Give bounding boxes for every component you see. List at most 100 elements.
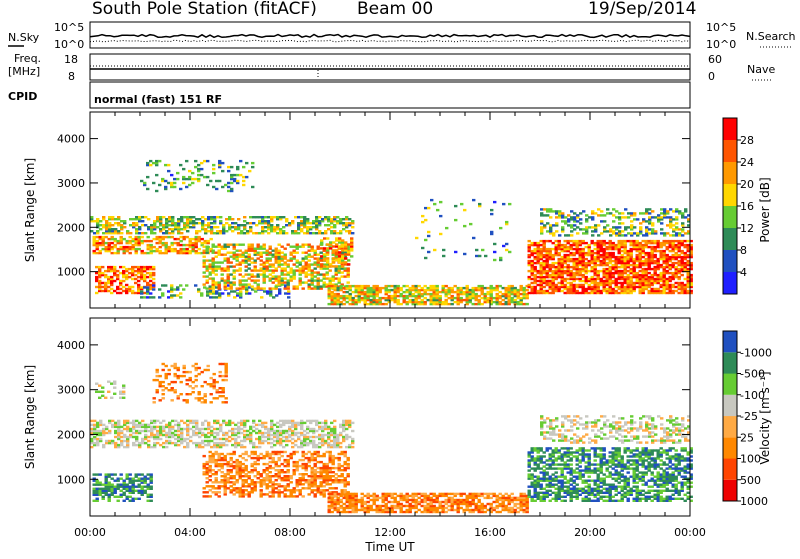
p-cell-r7 <box>630 264 633 266</box>
y-tick-label: 3000 <box>57 177 85 190</box>
v-cell-r2 <box>257 481 260 483</box>
p-cell-r7 <box>606 288 609 290</box>
p-cell-r4 <box>245 269 248 271</box>
v-cell-r2 <box>227 461 230 463</box>
v-cell-r2 <box>275 451 278 453</box>
p-cell-r5 <box>451 295 454 297</box>
p-cell-r5 <box>343 303 346 305</box>
v-cell-r0 <box>225 432 228 434</box>
p-cell-r7 <box>597 282 600 284</box>
p-cell-r10 <box>478 203 481 205</box>
v-cell-r0 <box>327 428 330 430</box>
p-cell-r8 <box>555 216 558 218</box>
p-cell-r5 <box>376 299 379 301</box>
v-cell-r0 <box>330 444 333 446</box>
p-cell-r6 <box>332 261 335 263</box>
p-cell-r0 <box>189 226 192 228</box>
p-cell-r2 <box>137 284 140 286</box>
p-cell-r8 <box>624 216 627 218</box>
p-cell-r2 <box>131 266 134 268</box>
p-cell-r0 <box>171 216 174 218</box>
p-cell-r0 <box>309 232 312 234</box>
p-cell-r2 <box>104 270 107 272</box>
v-cell-r0 <box>258 442 261 444</box>
p-cell-r7 <box>546 290 549 292</box>
p-cell-r7 <box>642 268 645 270</box>
v-cell-r2 <box>206 477 209 479</box>
v-cell-r0 <box>327 426 330 428</box>
p-cell-r1 <box>168 236 171 238</box>
p-cell-r3 <box>233 296 236 298</box>
p-cell-r0 <box>201 216 204 218</box>
p-cell-r7 <box>576 284 579 286</box>
p-cell-r4 <box>269 273 272 275</box>
p-cell-r6 <box>332 245 335 247</box>
v-cell-r2 <box>221 453 224 455</box>
v-cell-r2 <box>230 453 233 455</box>
p-cell-r4 <box>311 269 314 271</box>
v-cell-r0 <box>246 420 249 422</box>
v-cell-r0 <box>240 440 243 442</box>
v-cell-r2 <box>221 463 224 465</box>
p-cell-r4 <box>278 275 281 277</box>
p-cell-r7 <box>561 290 564 292</box>
p-cell-r1 <box>186 236 189 238</box>
p-cell-r2 <box>149 266 152 268</box>
v-cell-r2 <box>215 487 218 489</box>
p-cell-r9 <box>251 162 254 164</box>
p-cell-r0 <box>138 216 141 218</box>
v-cell-r0 <box>120 430 123 432</box>
p-cell-r6 <box>323 247 326 249</box>
p-cell-r3 <box>197 288 200 290</box>
p-cell-r2 <box>122 270 125 272</box>
p-cell-r7 <box>555 284 558 286</box>
p-cell-r5 <box>337 287 340 289</box>
v-cell-r0 <box>261 440 264 442</box>
v-cell-r2 <box>209 485 212 487</box>
p-cell-r7 <box>630 268 633 270</box>
p-cell-r9 <box>173 178 176 180</box>
v-cell-r2 <box>227 469 230 471</box>
p-cell-r0 <box>168 232 171 234</box>
p-cell-r0 <box>300 216 303 218</box>
v-cell-r0 <box>309 442 312 444</box>
p-cell-r7 <box>594 256 597 258</box>
p-cell-r4 <box>251 244 254 246</box>
p-cell-r7 <box>549 292 552 294</box>
p-cell-r9 <box>212 168 215 170</box>
p-cell-r9 <box>140 180 143 182</box>
p-cell-r0 <box>213 226 216 228</box>
p-cell-r4 <box>269 277 272 279</box>
v-cell-r0 <box>345 434 348 436</box>
p-cell-r1 <box>132 244 135 246</box>
p-cell-r8 <box>624 226 627 228</box>
p-cell-r1 <box>159 236 162 238</box>
p-cell-r8 <box>618 222 621 224</box>
p-cell-r8 <box>615 232 618 234</box>
p-cell-r4 <box>299 246 302 248</box>
v-cell-r0 <box>279 438 282 440</box>
p-cell-r0 <box>123 226 126 228</box>
v-cell-r0 <box>165 442 168 444</box>
p-cell-r2 <box>149 284 152 286</box>
v-cell-r1 <box>150 486 153 488</box>
p-cell-r7 <box>684 240 687 242</box>
p-cell-r2 <box>104 282 107 284</box>
v-cell-r1 <box>111 484 114 486</box>
p-cell-r7 <box>588 270 591 272</box>
p-cell-r7 <box>675 290 678 292</box>
p-cell-r6 <box>335 249 338 251</box>
v-cell-r1 <box>117 496 120 498</box>
cpid-value: normal (fast) 151 RF <box>94 93 222 106</box>
v-cell-r0 <box>186 420 189 422</box>
p-cell-r7 <box>621 270 624 272</box>
p-cell-r8 <box>618 212 621 214</box>
p-cell-r0 <box>342 218 345 220</box>
v-cell-r1 <box>102 496 105 498</box>
p-cell-r0 <box>264 220 267 222</box>
p-cell-r7 <box>582 284 585 286</box>
p-cell-r3 <box>173 288 176 290</box>
p-cell-r5 <box>370 287 373 289</box>
p-cell-r5 <box>436 285 439 287</box>
p-cell-r4 <box>320 279 323 281</box>
